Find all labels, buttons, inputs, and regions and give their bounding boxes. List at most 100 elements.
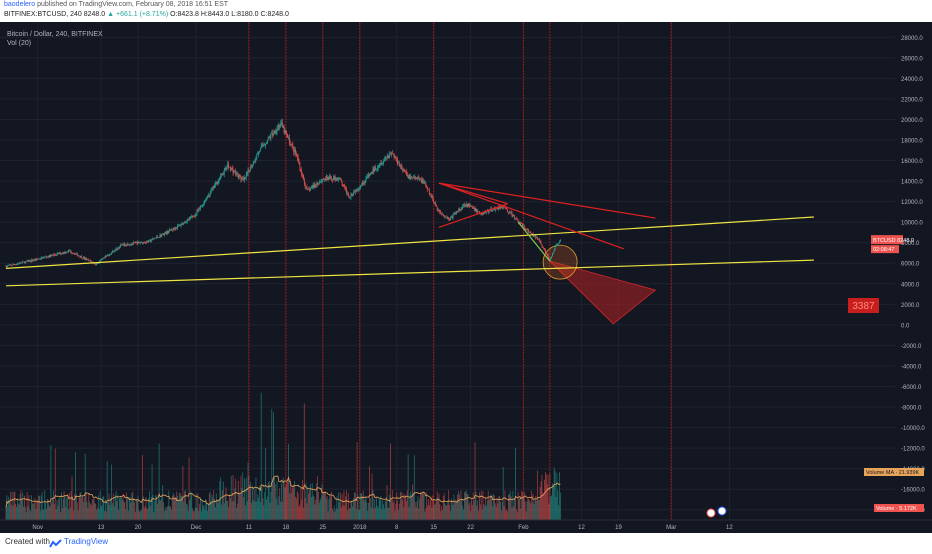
candle-body [17,263,19,265]
candle-body [426,185,428,188]
highlight-ellipse [542,244,578,280]
volume-bar [434,504,436,520]
candle-body [309,189,310,191]
candle-body [488,210,490,213]
volume-bar [265,448,267,520]
volume-bar [339,502,340,520]
trendline [438,182,656,219]
candle-body [325,178,326,180]
candle-body [314,184,316,188]
volume-bar [315,499,317,520]
candle-body [192,216,193,217]
volume-bar [289,479,291,520]
candle-body [404,169,406,172]
candle-body [448,217,450,219]
volume-bar [442,510,443,520]
candle-body [112,251,113,253]
volume-bar [105,511,107,520]
volume-bar [295,498,297,520]
volume-bar [352,506,354,520]
volume-bar [15,503,17,520]
volume-bar [403,507,405,520]
symbol-label: BITFINEX:BTCUSD, 240 [4,11,82,18]
volume-bar [95,503,97,520]
chart-area[interactable]: 28000.0 26000.0 24000.0 22000.0 20000.0 18000… [0,22,932,533]
volume-bar [138,510,140,520]
footer-bar: Created with TradingView [0,533,932,550]
volume-bar [479,504,481,520]
candle-body [28,260,30,262]
volume-bar [194,507,196,520]
volume-bar [445,505,447,520]
candle-body [223,170,225,175]
candle-body [360,185,362,188]
tradingview-brand-link[interactable]: TradingView [64,537,109,546]
volume-bar [13,492,15,520]
volume-bar [398,503,400,520]
volume-bar [284,487,286,520]
candle-body [363,182,365,184]
volume-bar [512,490,514,520]
volume-bar [236,503,238,520]
candle-body [354,191,356,193]
candle-body [187,218,189,220]
candle-body [411,176,413,178]
volume-bar [462,505,464,520]
volume-bar [132,491,134,520]
volume-bar [431,507,433,520]
candle-body [302,174,303,176]
volume-bar [30,511,32,520]
volume-bar [456,500,458,520]
candle-body [149,240,151,242]
volume-bar [222,490,223,520]
volume-bar [386,485,388,520]
volume-bar [12,505,14,520]
candle-body [135,242,137,244]
candle-body [171,229,172,231]
volume-bar [168,490,170,520]
candle-body [357,189,359,191]
volume-bar [549,473,551,520]
candle-body [231,168,233,169]
volume-bar [159,499,161,520]
volume-bar [500,501,502,520]
price-chart[interactable]: 28000.0 26000.0 24000.0 22000.0 20000.0 18000… [0,22,932,533]
volume-bar [412,493,414,520]
volume-bar [25,511,27,520]
candle-body [43,257,45,259]
candle-body [137,241,139,245]
candle-body [339,177,340,179]
candle-body [215,182,216,186]
candle-body [372,168,374,173]
candle-body [237,173,239,179]
candle-body [243,178,244,181]
volume-bar [530,503,531,520]
candle-body [182,223,184,225]
candle-body [475,208,477,212]
volume-bar [32,504,34,520]
author-link[interactable]: baodelero [4,1,36,8]
candle-body [100,259,102,261]
volume-bar [239,494,241,520]
volume-bar [36,501,38,520]
volume-bar [493,495,495,520]
time-tick-label: 19 [615,525,622,531]
candle-body [212,186,214,189]
candle-body [508,211,509,213]
volume-bar [164,507,166,520]
volume-bar [475,491,477,520]
candle-body [453,214,455,215]
candle-body [87,259,89,260]
volume-bar [417,496,419,520]
volume-bar [224,496,226,520]
candle-body [258,151,259,155]
candle-body [492,209,494,212]
volume-bar [81,497,83,520]
candle-body [530,233,532,235]
volume-bar [248,475,250,520]
candle-body [242,178,244,179]
candle-body [247,170,249,174]
volume-bar [270,491,272,520]
volume-bar [559,472,560,520]
candle-body [248,170,250,171]
